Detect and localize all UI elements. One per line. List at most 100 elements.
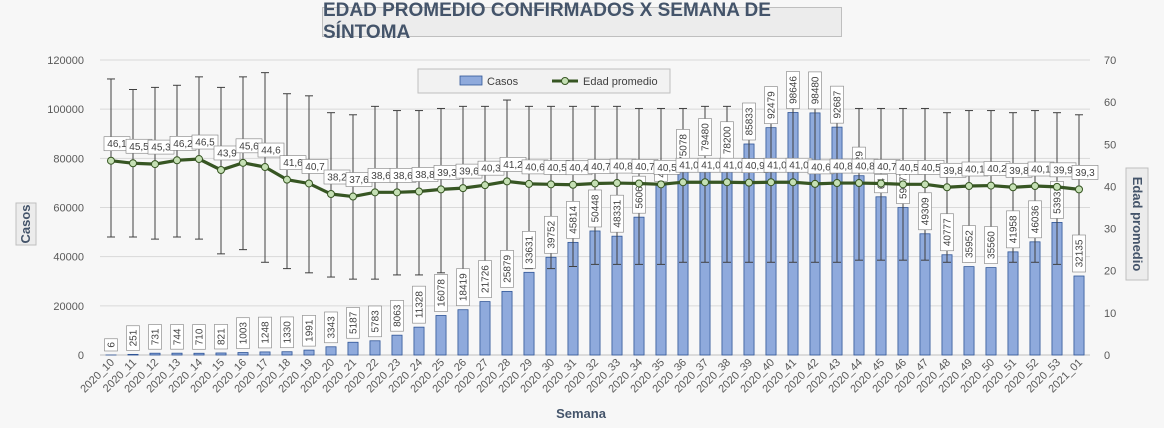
line-marker xyxy=(745,178,753,187)
bar-data-label: 6 xyxy=(104,338,118,352)
line-marker xyxy=(855,179,863,188)
bar-data-label-text: 5187 xyxy=(349,311,360,334)
line-data-label: 40,2 xyxy=(987,164,1007,175)
bar-data-label-box xyxy=(808,71,822,110)
bar-data-label-text: 1991 xyxy=(305,319,316,342)
line-data-label: 40,6 xyxy=(811,162,831,173)
bar-data-label-box xyxy=(478,260,492,298)
line-data-label: 38,8 xyxy=(415,170,435,181)
bar-data-label-text: 251 xyxy=(129,329,140,346)
bar-data-label-text: 821 xyxy=(217,328,228,345)
bar-data-label-text: 98646 xyxy=(789,76,800,104)
line-marker xyxy=(547,180,555,189)
line-data-label-box xyxy=(301,159,329,174)
bar-data-label-text: 85833 xyxy=(745,107,756,135)
line-marker xyxy=(679,178,687,187)
bar-data-label: 33631 xyxy=(522,231,536,269)
y-tick-label: 40000 xyxy=(53,252,84,264)
bar-data-label-box xyxy=(786,71,800,109)
bar-data-label: 39752 xyxy=(544,215,558,254)
bar-data-label: 35560 xyxy=(984,226,998,264)
bar xyxy=(347,341,359,356)
line-marker xyxy=(1031,182,1039,191)
line-data-label: 39,9 xyxy=(1053,165,1073,176)
bar-data-label: 85833 xyxy=(742,102,756,141)
bar-data-label-box xyxy=(324,311,338,344)
bar-data-label: 821 xyxy=(214,324,228,350)
x-axis-title: Semana xyxy=(556,406,607,421)
bar-data-label-text: 16078 xyxy=(437,279,448,307)
y-tick-label: 0 xyxy=(78,350,84,362)
line-marker xyxy=(503,177,511,186)
legend-swatch-bars xyxy=(459,75,483,86)
bar-data-label-text: 35560 xyxy=(987,231,998,259)
bar-data-label-box xyxy=(830,85,844,124)
line-marker xyxy=(877,179,885,188)
bar-data-label-box xyxy=(236,317,250,349)
line-data-label: 41,0 xyxy=(679,161,699,172)
bar-data-label-text: 6 xyxy=(107,342,118,348)
line-data-label: 40,9 xyxy=(745,161,765,172)
line-marker xyxy=(1053,182,1061,191)
line-marker xyxy=(701,178,709,187)
bar-data-label-box xyxy=(500,250,514,288)
bar-data-label: 8063 xyxy=(390,300,404,332)
y2-tick-label: 70 xyxy=(1104,55,1116,67)
bar xyxy=(193,352,205,356)
bar-data-label-text: 39752 xyxy=(547,220,558,248)
line-marker xyxy=(217,165,225,174)
bar xyxy=(281,351,293,356)
line-data-label: 40,8 xyxy=(613,162,633,173)
bar-data-label-box xyxy=(412,285,426,324)
bar-data-label-box xyxy=(258,316,272,349)
bar-data-label-text: 731 xyxy=(151,328,162,345)
bar-data-label-text: 50448 xyxy=(591,194,602,222)
line-data-label: 40,4 xyxy=(569,163,589,174)
y2-axis-title: Edad promedio xyxy=(1130,177,1145,272)
line-data-label: 40,7 xyxy=(877,162,897,173)
line-data-label: 39,8 xyxy=(943,166,963,177)
line-data-label: 40,1 xyxy=(965,165,985,176)
bar-data-label: 18419 xyxy=(456,268,470,307)
line-data-label: 41,0 xyxy=(701,161,721,172)
line-data-label: 41,6 xyxy=(283,158,303,169)
line-data-label: 40,8 xyxy=(855,162,875,173)
line-marker xyxy=(1009,183,1017,192)
bar-data-label-text: 56062 xyxy=(635,180,646,208)
line-marker xyxy=(283,175,291,184)
line-marker xyxy=(811,179,819,188)
bar xyxy=(127,353,139,356)
bar-data-label: 79480 xyxy=(698,118,712,156)
bar-data-label-box xyxy=(1006,210,1020,249)
bar-data-label-text: 5783 xyxy=(371,310,382,333)
line-marker xyxy=(943,183,951,192)
line-data-label: 38,6 xyxy=(393,171,413,182)
bar-data-label-text: 53931 xyxy=(1053,186,1064,214)
line-marker xyxy=(525,179,533,188)
y2-tick-label: 60 xyxy=(1104,97,1116,109)
line-data-label: 41,0 xyxy=(723,161,743,172)
bar-data-label: 731 xyxy=(148,324,162,350)
line-marker xyxy=(789,178,797,187)
bar xyxy=(149,352,161,356)
y-axis-title-box xyxy=(15,202,37,246)
line-data-label-box xyxy=(1071,165,1099,180)
y2-axis-title-box xyxy=(1125,167,1149,281)
bar-data-label-text: 41958 xyxy=(1009,215,1020,243)
line-marker xyxy=(899,180,907,189)
line-data-label: 39,3 xyxy=(437,168,457,179)
bar-data-label: 251 xyxy=(126,325,140,351)
line-data-label: 37,6 xyxy=(349,175,369,186)
bar-data-label-text: 1330 xyxy=(283,321,294,344)
line-data-label: 40,1 xyxy=(1031,165,1051,176)
bar-data-label-box xyxy=(1050,181,1064,219)
bar-data-label-box xyxy=(214,324,228,350)
y-tick-label: 60000 xyxy=(53,203,84,215)
line-data-label: 39,6 xyxy=(459,167,479,178)
bar-data-label-text: 1248 xyxy=(261,321,272,344)
bar xyxy=(369,340,381,356)
bar-data-label-box xyxy=(698,118,712,156)
bar-data-label-box xyxy=(522,231,536,269)
y2-tick-label: 0 xyxy=(1104,350,1110,362)
bar-data-label-text: 78200 xyxy=(723,126,734,154)
